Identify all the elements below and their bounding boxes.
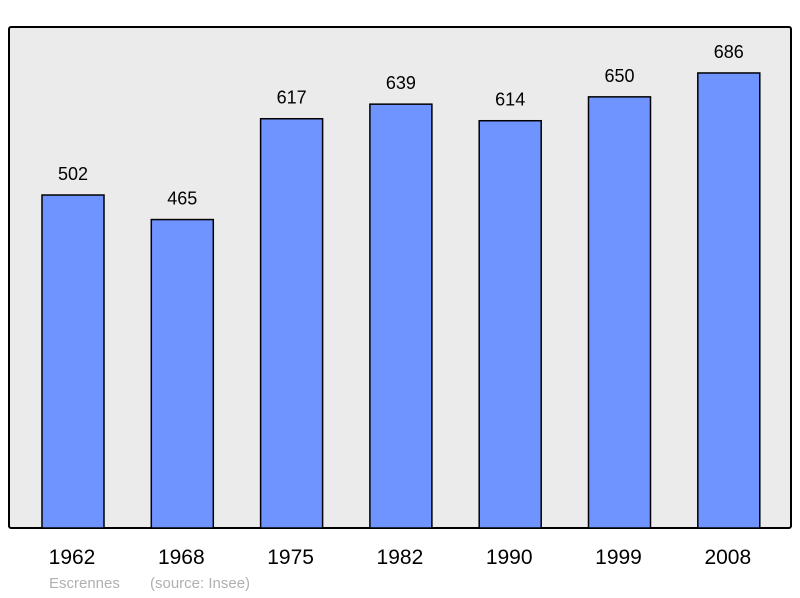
x-tick-label-1975: 1975 [267,546,314,569]
data-label-1962: 502 [58,164,88,184]
data-label-1999: 650 [604,66,634,86]
bar-1975 [259,117,324,529]
bar-1968 [150,218,215,529]
x-tick-label-1982: 1982 [377,546,424,569]
bar-2008 [697,72,761,529]
bar-1962 [41,194,105,529]
data-label-1982: 639 [386,73,416,93]
place-name: Escrennes [49,575,120,592]
data-label-1968: 465 [167,189,197,209]
data-label-1990: 614 [495,90,525,110]
x-tick-label-1968: 1968 [158,546,205,569]
bar-1990 [478,119,542,529]
x-tick-label-1999: 1999 [595,546,642,569]
data-label-1975: 617 [277,88,307,108]
x-tick-label-1962: 1962 [49,546,96,569]
x-tick-label-2008: 2008 [704,546,751,569]
source-note: (source: Insee) [150,575,251,592]
x-tick-label-1990: 1990 [486,546,533,569]
bar-1999 [587,96,652,529]
bar-1982 [369,103,433,529]
data-label-2008: 686 [714,42,744,62]
